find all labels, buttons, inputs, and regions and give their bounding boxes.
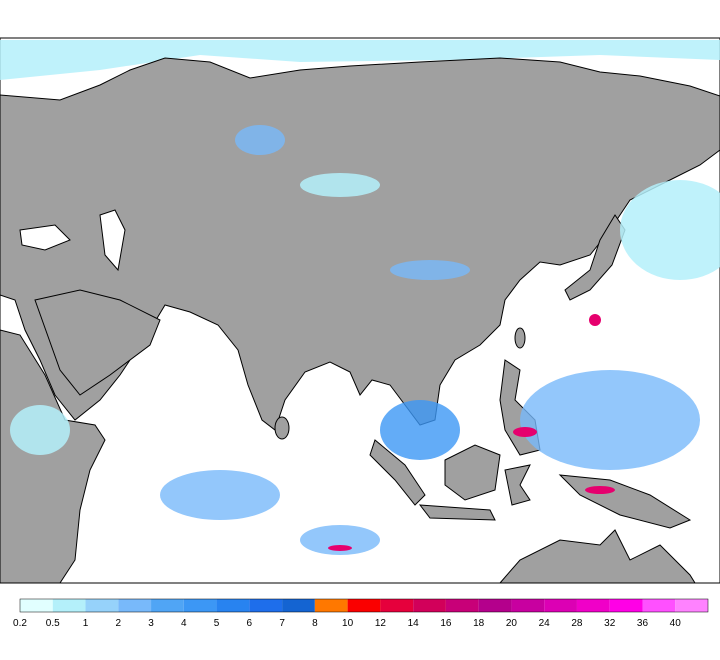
color-legend: 0.2 0.5 1 2 3 4 5 6 7 8 10 12 14 16 18 20 24 28 32 36 40: [13, 598, 709, 629]
japan: [564, 214, 626, 301]
legend-swatch: [282, 599, 315, 612]
legend-swatch: [20, 599, 53, 612]
precip-area: [300, 173, 380, 197]
precip-area: [160, 470, 280, 520]
australia: [498, 529, 696, 584]
africa: [0, 329, 106, 584]
sri-lanka: [274, 416, 290, 440]
legend-label: 36: [637, 618, 649, 629]
legend-swatch: [576, 599, 610, 612]
legend-label: 40: [670, 618, 682, 629]
precip-area: [620, 180, 720, 280]
legend-label: 1: [83, 618, 89, 629]
legend-label: 6: [247, 618, 253, 629]
precip-area: [10, 405, 70, 455]
precip-core: [513, 427, 537, 437]
precip-area: [300, 525, 380, 555]
sumatra: [369, 439, 426, 506]
precip-core: [589, 314, 601, 326]
legend-swatch: [413, 599, 446, 612]
precip-area: [0, 40, 720, 80]
precip-area: [235, 125, 285, 155]
legend-frame: [19, 598, 709, 613]
legend-label: 3: [148, 618, 154, 629]
legend-label: 5: [214, 618, 220, 629]
legend-swatch: [544, 599, 577, 612]
legend-label: 24: [539, 618, 551, 629]
legend-swatch: [642, 599, 676, 612]
legend-swatch: [478, 599, 512, 612]
legend-swatch: [609, 599, 643, 612]
legend-swatch: [183, 599, 217, 612]
legend-swatch: [85, 599, 119, 612]
precip-area: [520, 370, 700, 470]
legend-label: 2: [116, 618, 122, 629]
legend-swatch: [249, 599, 283, 612]
precip-core: [585, 486, 615, 494]
legend-label: 18: [473, 618, 485, 629]
legend-label: 7: [279, 618, 285, 629]
legend-label: 0.5: [46, 618, 60, 629]
legend-swatch: [380, 599, 414, 612]
java: [418, 504, 496, 521]
sulawesi: [504, 464, 531, 506]
legend-swatch: [314, 599, 348, 612]
arabia: [34, 289, 161, 396]
legend-label: 14: [408, 618, 420, 629]
precip-area: [380, 400, 460, 460]
legend-swatch: [347, 599, 381, 612]
precip-core: [328, 545, 352, 551]
legend-label: 0.2: [13, 618, 27, 629]
legend-swatch: [52, 599, 86, 612]
legend-swatch: [118, 599, 152, 612]
legend-label: 32: [604, 618, 616, 629]
legend-swatch: [675, 599, 708, 612]
borneo: [444, 444, 501, 501]
legend-swatch: [445, 599, 479, 612]
legend-swatch: [216, 599, 250, 612]
legend-swatch: [511, 599, 545, 612]
taiwan: [514, 327, 526, 349]
legend-label: 10: [342, 618, 354, 629]
legend-swatch: [151, 599, 184, 612]
caspian-sea: [99, 209, 126, 272]
legend-label: 8: [312, 618, 318, 629]
legend-label: 28: [571, 618, 583, 629]
legend-label: 4: [181, 618, 187, 629]
legend-label: 16: [440, 618, 452, 629]
legend-label: 12: [375, 618, 387, 629]
precip-area: [390, 260, 470, 280]
legend-label: 20: [506, 618, 518, 629]
map: [0, 37, 720, 584]
black-sea: [19, 224, 71, 251]
